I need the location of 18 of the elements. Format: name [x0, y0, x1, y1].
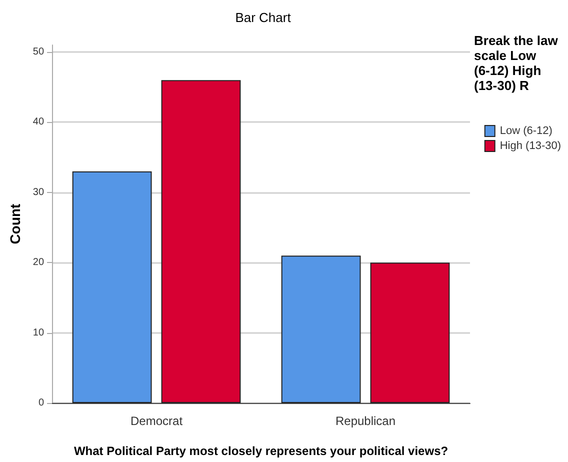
x-axis-title: What Political Party most closely represents your political views?	[74, 444, 448, 458]
x-tick-label: Republican	[335, 414, 396, 428]
y-axis-title: Count	[7, 203, 23, 244]
y-tick-label: 30	[32, 186, 44, 198]
y-tick-label: 40	[32, 116, 44, 128]
y-tick-label: 10	[32, 327, 44, 338]
bar	[281, 256, 361, 403]
bar	[72, 171, 152, 403]
y-tick-label: 50	[32, 46, 44, 58]
bar	[161, 80, 241, 403]
y-tick-label: 20	[32, 257, 44, 268]
legend-title: Break the law scale Low (6-12) High (13-30) R	[474, 33, 562, 93]
chart-title: Bar Chart	[235, 10, 292, 25]
legend-label: High (13-30)	[500, 140, 561, 152]
y-tick-label: 0	[38, 398, 44, 408]
x-tick-label: Democrat	[130, 414, 184, 428]
legend-label: Low (6-12)	[500, 125, 552, 137]
bar	[370, 262, 450, 403]
